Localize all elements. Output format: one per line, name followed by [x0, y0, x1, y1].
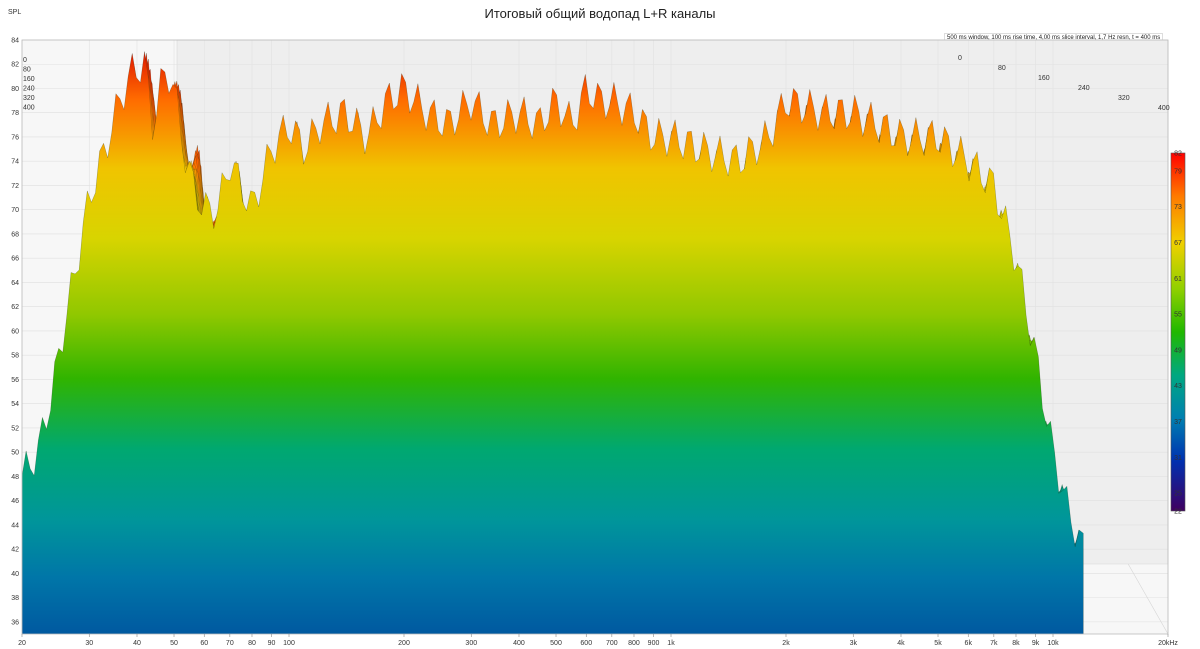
x-tick-label: 600 [580, 640, 592, 647]
y-tick-label: 64 [11, 280, 19, 287]
y-tick-label: 56 [11, 377, 19, 384]
colorbar-tick-label: 67 [1174, 240, 1182, 247]
x-tick-label: 8k [1012, 640, 1020, 647]
colorbar-tick-label: 37 [1174, 419, 1182, 426]
colorbar-tick-label: 82 [1174, 151, 1182, 158]
time-axis-ticks: 0 0 80 80 160 160 240 240 320 320 400 400 [23, 55, 1170, 112]
y-tick-label: 74 [11, 159, 19, 166]
waterfall-slice [22, 51, 1084, 634]
y-tick-label: 84 [11, 38, 19, 45]
time-tick-label-right: 240 [1078, 85, 1090, 92]
x-tick-label: 30 [85, 640, 93, 647]
y-tick-label: 54 [11, 401, 19, 408]
time-tick-label-right: 0 [958, 55, 962, 62]
y-tick-label: 72 [11, 183, 19, 190]
colorbar-tick-label: 43 [1174, 383, 1182, 390]
colorbar-scale [1170, 152, 1186, 512]
y-tick-label: 76 [11, 134, 19, 141]
colorbar-tick-label: 73 [1174, 204, 1182, 211]
plot-frame [21, 39, 1169, 635]
y-tick-label: 52 [11, 425, 19, 432]
y-tick-label: 58 [11, 353, 19, 360]
y-tick-label: 50 [11, 450, 19, 457]
y-tick-label: 48 [11, 474, 19, 481]
time-tick-label-right: 400 [1158, 105, 1170, 112]
colorbar-tick-label: 31 [1174, 455, 1182, 462]
plot-border [21, 39, 1169, 635]
time-tick-label-left: 320 [23, 95, 35, 102]
x-tick-label: 90 [268, 640, 276, 647]
floor-line [1127, 563, 1169, 635]
x-tick-label: 7k [990, 640, 998, 647]
x-tick-label: 10k [1047, 640, 1059, 647]
y-axis-ticks: 84 82 80 78 76 74 72 70 68 66 64 62 60 58 56 54 52 50 48 46… [11, 38, 19, 627]
x-tick-label: 50 [170, 640, 178, 647]
x-tick-label: 20kHz [1158, 640, 1178, 647]
time-tick-label-left: 240 [23, 86, 35, 93]
colorbar-tick-label: 61 [1174, 276, 1182, 283]
x-tick-label: 4k [897, 640, 905, 647]
x-tick-label: 200 [398, 640, 410, 647]
x-tick-label: 700 [606, 640, 618, 647]
x-tick-label: 2k [782, 640, 790, 647]
x-tick-label: 60 [200, 640, 208, 647]
time-tick-label-left: 160 [23, 76, 35, 83]
x-tick-label: 80 [248, 640, 256, 647]
y-tick-label: 82 [11, 62, 19, 69]
x-axis-ticks: 20 30 40 50 60 70 80 90 100 200 300 400 500 600 700 800… [18, 634, 1178, 647]
colorbar-tick-label: 22 [1174, 509, 1182, 516]
x-tick-label: 6k [965, 640, 973, 647]
x-tick-label: 800 [628, 640, 640, 647]
time-tick-label-left: 80 [23, 67, 31, 74]
x-tick-label: 5k [934, 640, 942, 647]
x-tick-label: 300 [465, 640, 477, 647]
colorbar-tick-label: 79 [1174, 168, 1182, 175]
y-tick-label: 40 [11, 571, 19, 578]
y-tick-label: 38 [11, 595, 19, 602]
y-tick-label: 36 [11, 619, 19, 626]
x-tick-label: 100 [283, 640, 295, 647]
x-tick-label: 400 [513, 640, 525, 647]
x-tick-label: 500 [550, 640, 562, 647]
colorbar-tick-label: 49 [1174, 347, 1182, 354]
x-tick-label: 900 [648, 640, 660, 647]
time-tick-label-left: 400 [23, 105, 35, 112]
y-tick-label: 66 [11, 256, 19, 263]
colorbar-tick-label: 25 [1174, 491, 1182, 498]
colorbar-tick-label: 55 [1174, 312, 1182, 319]
y-tick-label: 80 [11, 86, 19, 93]
y-tick-label: 46 [11, 498, 19, 505]
x-tick-label: 40 [133, 640, 141, 647]
y-tick-label: 68 [11, 231, 19, 238]
y-tick-label: 78 [11, 110, 19, 117]
time-tick-label-left: 0 [23, 57, 27, 64]
colorbar: 82 79 73 67 61 55 49 43 37 31 25 22 [1170, 151, 1186, 516]
x-tick-label: 3k [850, 640, 858, 647]
time-tick-label-right: 320 [1118, 95, 1130, 102]
x-tick-label: 20 [18, 640, 26, 647]
x-tick-label: 70 [226, 640, 234, 647]
y-tick-label: 42 [11, 547, 19, 554]
chart-title: Итоговый общий водопад L+R каналы [484, 6, 716, 21]
y-tick-label: 44 [11, 522, 19, 529]
y-tick-label: 62 [11, 304, 19, 311]
y-axis-label: SPL [8, 9, 21, 16]
y-tick-label: 70 [11, 207, 19, 214]
time-tick-label-right: 160 [1038, 75, 1050, 82]
time-tick-label-right: 80 [998, 65, 1006, 72]
y-tick-label: 60 [11, 328, 19, 335]
waterfall-slices [22, 51, 1084, 634]
x-tick-label: 9k [1032, 640, 1040, 647]
x-tick-label: 1k [667, 640, 675, 647]
